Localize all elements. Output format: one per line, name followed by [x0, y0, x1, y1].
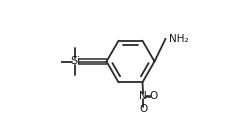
Text: O: O [139, 104, 147, 114]
Text: N: N [139, 91, 147, 101]
Text: NH₂: NH₂ [169, 34, 188, 44]
Text: O: O [149, 91, 157, 101]
Text: Si: Si [70, 56, 80, 67]
